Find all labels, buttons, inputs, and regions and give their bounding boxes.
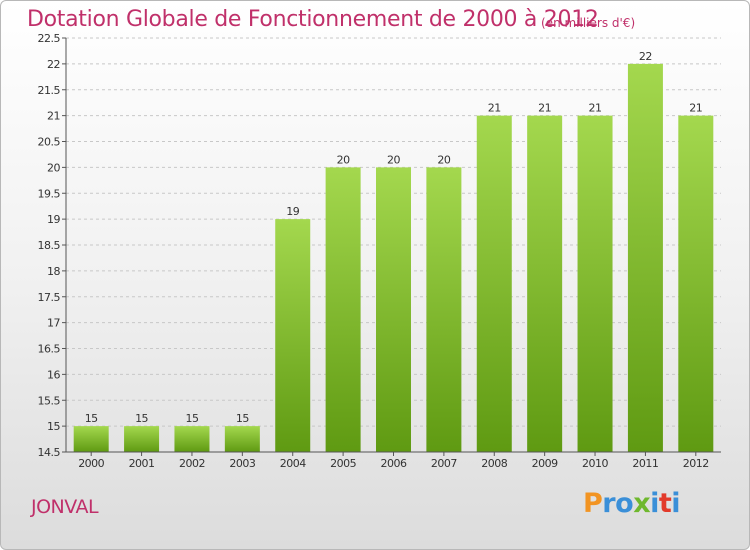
x-tick-label: 2000 — [78, 457, 104, 470]
logo-letter: r — [602, 488, 616, 519]
y-tick-label: 16.5 — [38, 343, 61, 356]
bar — [476, 115, 512, 452]
bar — [426, 167, 462, 452]
x-tick-label: 2003 — [229, 457, 255, 470]
x-tick-label: 2010 — [582, 457, 608, 470]
y-tick-label: 14.5 — [38, 446, 61, 459]
logo-letter: P — [583, 488, 603, 519]
data-label: 15 — [185, 412, 198, 425]
y-tick-label: 17.5 — [38, 291, 61, 304]
bar — [678, 115, 714, 452]
logo-letter: x — [633, 488, 651, 519]
data-label: 21 — [488, 102, 501, 115]
bar — [73, 426, 109, 452]
data-label: 20 — [337, 153, 350, 166]
y-tick-label: 18.5 — [38, 239, 61, 252]
y-tick-label: 17 — [47, 317, 60, 330]
bar — [627, 63, 663, 452]
data-label: 20 — [437, 153, 450, 166]
data-label: 22 — [639, 50, 652, 63]
data-label: 21 — [589, 102, 602, 115]
y-tick-label: 15 — [47, 420, 60, 433]
logo-letter: o — [615, 488, 634, 519]
x-tick-label: 2006 — [381, 457, 407, 470]
bar — [577, 115, 613, 452]
bar — [124, 426, 160, 452]
bar — [325, 167, 361, 452]
logo-letter: i — [650, 488, 659, 519]
proxiti-logo: Proxiti — [583, 488, 681, 519]
y-tick-label: 20.5 — [38, 136, 61, 149]
axes: 14.5 15 15.5 16 16.5 17 17.5 18 18.5 19 19.5 20 20.5… — [38, 32, 721, 470]
x-tick-label: 2007 — [431, 457, 457, 470]
unit-label: (en milliers d'€) — [541, 16, 636, 30]
bar — [275, 219, 311, 452]
y-tick-label: 19.5 — [38, 187, 61, 200]
bar — [527, 115, 563, 452]
data-label: 21 — [538, 102, 551, 115]
bar — [224, 426, 260, 452]
x-tick-label: 2008 — [481, 457, 507, 470]
data-label: 20 — [387, 153, 400, 166]
x-tick-label: 2005 — [330, 457, 356, 470]
x-tick-label: 2004 — [280, 457, 306, 470]
x-tick-label: 2012 — [683, 457, 709, 470]
y-tick-label: 20 — [47, 161, 60, 174]
y-tick-label: 15.5 — [38, 394, 61, 407]
data-label: 15 — [135, 412, 148, 425]
y-tick-label: 21 — [47, 110, 60, 123]
logo-letter: i — [671, 488, 681, 519]
y-tick-label: 18 — [47, 265, 60, 278]
bars — [73, 63, 714, 452]
x-tick-label: 2011 — [632, 457, 658, 470]
bar — [376, 167, 411, 452]
logo-letter: t — [658, 488, 672, 519]
y-tick-label: 19 — [47, 213, 60, 226]
commune-name: JONVAL — [31, 496, 99, 518]
bar — [174, 426, 210, 452]
y-tick-label: 21.5 — [38, 84, 61, 97]
x-tick-label: 2001 — [129, 457, 155, 470]
data-label: 21 — [689, 102, 702, 115]
y-tick-label: 22 — [47, 58, 60, 71]
data-label: 15 — [85, 412, 98, 425]
chart-title: Dotation Globale de Fonctionnement de 20… — [27, 7, 599, 32]
y-tick-label: 22.5 — [38, 32, 61, 45]
y-tick-label: 16 — [47, 368, 60, 381]
data-label: 19 — [286, 205, 299, 218]
data-label: 15 — [236, 412, 249, 425]
x-tick-label: 2002 — [179, 457, 205, 470]
data-labels: 15 15 15 15 19 20 20 20 21 21 21 22 21 — [85, 50, 703, 425]
x-tick-label: 2009 — [532, 457, 558, 470]
